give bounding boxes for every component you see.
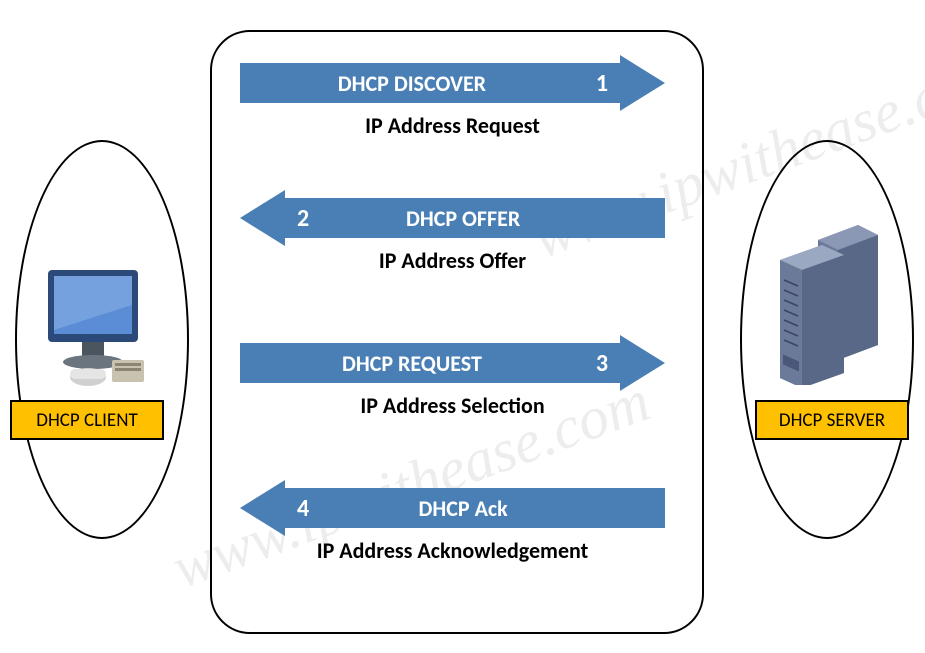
server-label: DHCP SERVER (755, 400, 909, 440)
client-label-text: DHCP CLIENT (36, 409, 137, 432)
step-4-subtitle: IP Address Acknowledgement (240, 537, 665, 564)
step-1-arrow: DHCP DISCOVER1 (240, 55, 665, 111)
server-label-text: DHCP SERVER (779, 409, 885, 432)
step-title: DHCP Ack (321, 495, 605, 522)
step-3-subtitle: IP Address Selection (240, 392, 665, 419)
step-number: 3 (584, 349, 620, 378)
step-2-subtitle: IP Address Offer (240, 247, 665, 274)
step-title: DHCP OFFER (321, 205, 605, 232)
server-icon (770, 225, 890, 385)
step-2-arrow: 2DHCP OFFER (240, 190, 665, 246)
step-number: 1 (584, 69, 620, 98)
step-number: 4 (285, 494, 321, 523)
step-3-arrow: DHCP REQUEST3 (240, 335, 665, 391)
step-title: DHCP DISCOVER (240, 70, 584, 97)
step-4-arrow: 4DHCP Ack (240, 480, 665, 536)
step-1-subtitle: IP Address Request (240, 112, 665, 139)
computer-icon (40, 265, 160, 395)
step-title: DHCP REQUEST (240, 350, 584, 377)
client-label: DHCP CLIENT (10, 400, 164, 440)
step-number: 2 (285, 204, 321, 233)
